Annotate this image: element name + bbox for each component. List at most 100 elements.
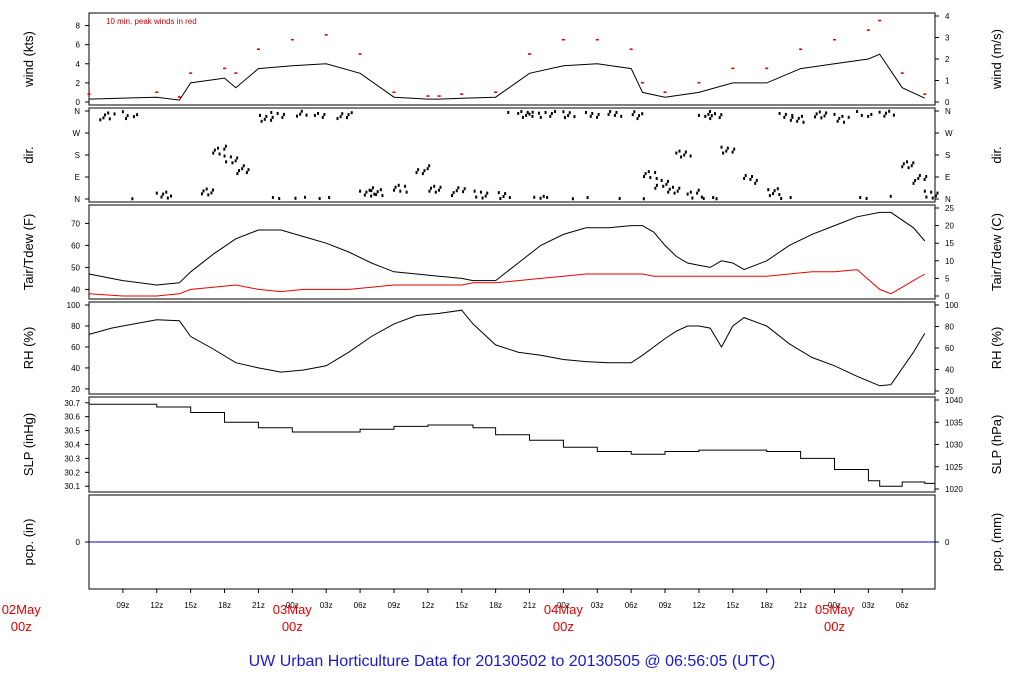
dir-point — [789, 118, 792, 122]
ytick-label-right-temp: 15 — [945, 239, 954, 248]
xtick-label: 21z — [252, 601, 265, 610]
ytick-label-left-wind: 2 — [76, 79, 81, 88]
xtick-label: 09z — [116, 601, 129, 610]
ylabel-right-wind: wind (m/s) — [989, 29, 1004, 90]
dir-point — [430, 186, 433, 190]
dir-point — [229, 155, 232, 159]
dir-point — [767, 188, 770, 192]
ytick-label-right-temp: 5 — [945, 274, 950, 283]
wind-peak-point — [528, 53, 532, 55]
dir-point — [718, 116, 721, 120]
wind-peak-point — [426, 95, 430, 97]
dir-point — [643, 175, 646, 179]
dir-point — [421, 172, 424, 176]
dir-point — [507, 110, 510, 114]
dir-point — [923, 177, 926, 181]
dir-point — [631, 113, 634, 117]
ytick-label-right-rh: 40 — [945, 366, 954, 375]
dir-point — [684, 150, 687, 154]
dir-point — [371, 186, 374, 190]
ylabel-right-dir: dir. — [989, 146, 1004, 163]
wind-peak-point — [189, 72, 193, 74]
dir-point — [609, 109, 612, 113]
wind-peak-point — [358, 53, 362, 55]
dir-point — [170, 194, 173, 198]
ytick-label-right-dir: E — [945, 173, 950, 182]
dir-point — [720, 145, 723, 149]
ytick-label-left-wind: 8 — [76, 22, 81, 31]
dir-point — [278, 197, 281, 201]
ytick-label-right-wind: 0 — [945, 98, 950, 107]
dir-point — [731, 150, 734, 154]
ytick-label-right-dir: N — [945, 107, 951, 116]
dir-point — [463, 187, 466, 191]
dir-point — [567, 114, 570, 118]
ylabel-left-dir: dir. — [21, 146, 36, 163]
panel-frame-slp — [88, 396, 936, 493]
ylabel-left-wind: wind (kts) — [21, 31, 36, 88]
dir-point — [399, 189, 402, 193]
dir-point — [702, 197, 705, 201]
wind-peak-point — [900, 72, 904, 74]
dir-point — [165, 190, 168, 194]
dir-point — [713, 112, 716, 116]
series-dir-0 — [99, 109, 939, 201]
dir-point — [455, 189, 458, 193]
dir-point — [554, 109, 557, 113]
wind-peak-point — [663, 91, 667, 94]
ytick-label-right-rh: 100 — [945, 301, 959, 310]
dir-point — [676, 189, 679, 193]
wind-peak-point — [866, 29, 870, 31]
dir-point — [597, 112, 600, 116]
ytick-label-right-slp: 1020 — [945, 485, 963, 494]
dir-point — [691, 196, 694, 200]
dir-point — [667, 190, 670, 194]
dir-point — [237, 169, 240, 173]
dir-point — [368, 188, 371, 192]
dir-point — [484, 194, 487, 198]
dir-point — [733, 147, 736, 151]
dir-point — [224, 144, 227, 148]
dir-point — [160, 195, 163, 199]
ytick-label-left-rh: 60 — [71, 343, 80, 352]
dir-point — [907, 166, 910, 170]
dir-point — [791, 113, 794, 117]
dir-point — [303, 195, 306, 199]
dir-point — [549, 114, 552, 118]
wind-peak-point — [155, 91, 159, 94]
dir-point — [665, 182, 668, 186]
dir-point — [791, 115, 794, 119]
dir-point — [481, 196, 484, 200]
dir-point — [294, 196, 297, 200]
dir-point — [778, 111, 781, 115]
dir-point — [722, 151, 725, 155]
dir-point — [276, 111, 279, 115]
wind-peak-point — [832, 38, 836, 41]
dir-point — [654, 186, 657, 190]
dir-point — [207, 193, 210, 197]
dir-point — [755, 178, 758, 182]
dir-point — [615, 110, 618, 114]
ytick-label-right-wind: 3 — [945, 34, 950, 43]
dir-point — [638, 114, 641, 118]
dir-point — [768, 194, 771, 198]
dir-point — [689, 190, 692, 194]
ytick-label-left-dir: N — [74, 195, 80, 204]
dir-point — [542, 194, 545, 198]
dir-point — [562, 110, 565, 114]
dir-point — [550, 111, 553, 115]
dir-point — [392, 188, 395, 192]
dir-point — [437, 188, 440, 192]
wind-peak-point — [640, 81, 644, 84]
dir-point — [715, 197, 718, 201]
dir-point — [818, 110, 821, 114]
dir-point — [281, 115, 284, 119]
dir-point — [914, 178, 917, 182]
wind-peak-point — [561, 38, 565, 41]
dir-point — [486, 191, 489, 195]
dir-point — [108, 117, 111, 121]
dir-point — [104, 113, 107, 117]
dir-point — [318, 197, 321, 201]
ytick-label-left-temp: 40 — [71, 285, 80, 294]
